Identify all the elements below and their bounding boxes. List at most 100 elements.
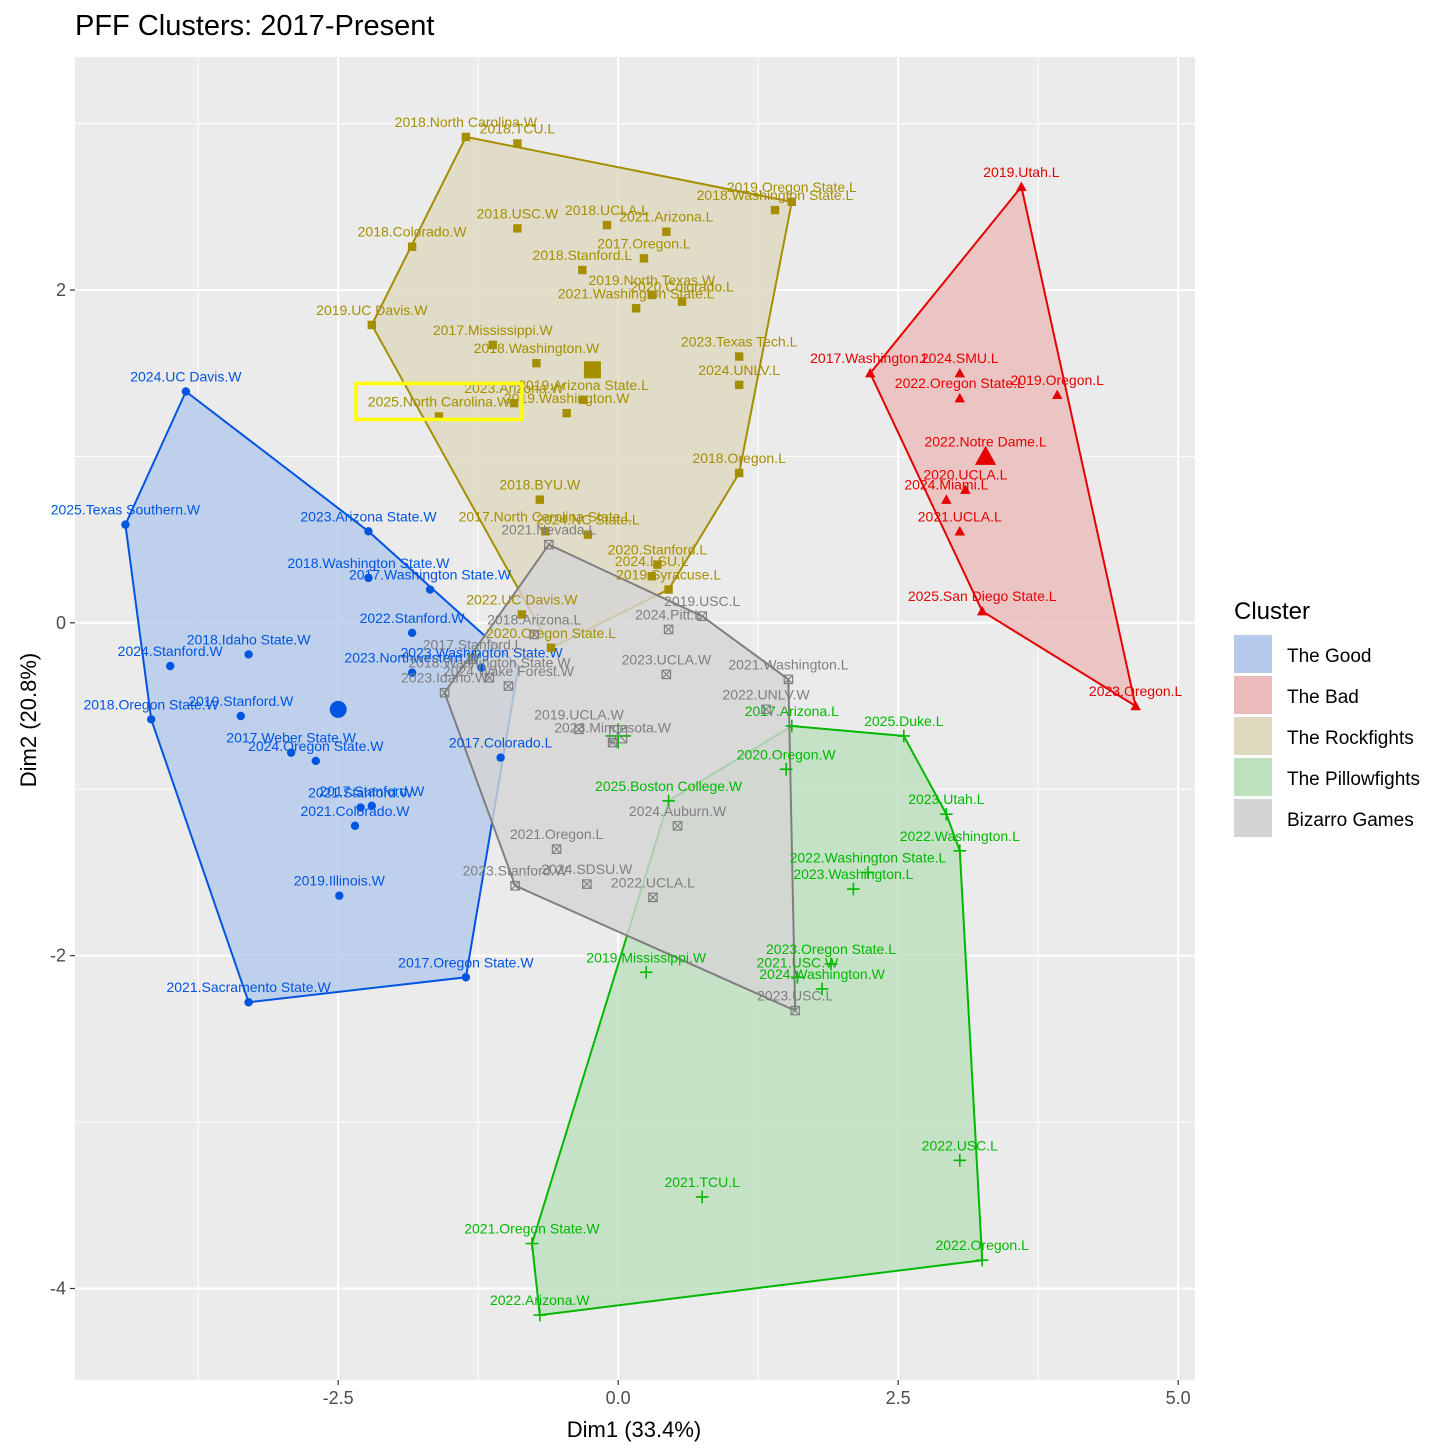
data-point — [509, 398, 519, 408]
point-label: 2024.Pitt.L — [635, 606, 702, 622]
marker-box — [529, 629, 539, 640]
data-point — [488, 340, 497, 350]
data-point — [954, 367, 966, 378]
data-point — [367, 320, 376, 330]
point-label: 2019.Syracuse.L — [616, 567, 721, 583]
marker-square — [631, 304, 641, 313]
marker-x2 — [484, 673, 494, 683]
marker-square — [509, 398, 519, 408]
point-label: 2019.USC.L — [664, 593, 740, 609]
point-label: 2021.Sacramento State.W — [166, 979, 331, 995]
marker-x2 — [574, 724, 584, 734]
marker-x2 — [552, 844, 562, 854]
marker-square — [546, 643, 556, 652]
data-point — [578, 265, 587, 275]
marker-circle — [329, 700, 347, 718]
marker-square — [583, 361, 601, 379]
point-label: 2019.Utah.L — [983, 164, 1059, 180]
point-label: 2018.Colorado.W — [358, 224, 468, 240]
data-point — [672, 821, 683, 831]
marker-x2 — [697, 611, 707, 621]
legend-key-the-rockfights — [1234, 717, 1272, 755]
data-point — [434, 412, 444, 421]
legend-key-the-pillowfights — [1234, 758, 1272, 796]
marker-box — [697, 611, 707, 621]
point-label: 2017.North Carolina State.L — [459, 508, 633, 524]
marker-triangle — [954, 526, 966, 536]
data-point — [954, 392, 966, 403]
data-point — [579, 395, 588, 405]
data-point — [783, 674, 794, 685]
point-label: 2024.Oregon State.W — [248, 738, 384, 754]
point-label: 2023.Washington.L — [793, 866, 913, 882]
data-point — [311, 756, 320, 766]
marker-square — [535, 495, 544, 504]
marker-x2 — [582, 879, 592, 889]
point-label: 2024.LSU.L — [615, 553, 689, 569]
point-label: 2024.Washington.W — [759, 966, 885, 982]
marker-x2 — [529, 629, 539, 640]
data-point — [513, 139, 522, 148]
marker-circle — [496, 753, 505, 762]
point-label: 2024.SMU.L — [921, 350, 999, 366]
marker-square — [583, 530, 593, 539]
marker-box — [661, 669, 672, 680]
data-point — [425, 585, 435, 594]
data-point — [166, 661, 175, 671]
marker-circle — [356, 803, 365, 812]
data-point — [1051, 389, 1063, 400]
data-point — [467, 654, 478, 665]
marker-square — [734, 352, 744, 361]
legend: Cluster The Good The Bad The Rockfights The… — [1234, 598, 1420, 837]
point-label: 2021.Washington.L — [728, 656, 848, 672]
marker-circle — [244, 998, 253, 1007]
point-label: 2020.Oregon State.L — [486, 625, 616, 641]
data-point — [407, 668, 417, 677]
marker-square — [461, 132, 471, 142]
data-point — [546, 643, 556, 652]
point-label: 2018.Washington.W — [474, 340, 600, 356]
data-point — [785, 719, 799, 733]
marker-x2 — [609, 725, 628, 744]
centroid-marker — [609, 725, 628, 744]
data-point — [975, 1253, 989, 1267]
x-tick-label: 0.0 — [606, 1388, 631, 1408]
legend-key-bizarro-games — [1234, 799, 1272, 837]
marker-x2 — [790, 1005, 800, 1016]
data-point — [286, 748, 296, 757]
legend-key-the-good — [1234, 635, 1272, 673]
point-label: 2020.Colorado.L — [630, 279, 734, 295]
point-label: 2020.Oregon.W — [737, 746, 837, 762]
marker-x2 — [648, 892, 658, 902]
data-point — [1016, 181, 1027, 192]
data-point — [121, 520, 130, 529]
data-point — [639, 254, 649, 263]
point-label: 2018.UCLA.L — [565, 202, 649, 218]
marker-box — [761, 704, 771, 715]
marker-triangle — [1016, 181, 1027, 192]
data-point — [236, 711, 245, 721]
marker-circle — [286, 748, 296, 757]
data-point — [639, 965, 653, 979]
data-point — [477, 663, 486, 672]
point-label: 2024.Auburn.W — [629, 803, 727, 819]
data-point — [532, 359, 541, 368]
marker-triangle — [960, 484, 971, 494]
data-point — [484, 672, 495, 683]
x-tick-label: 5.0 — [1166, 1388, 1191, 1408]
point-label: 2021.USC.W — [757, 954, 839, 970]
marker-box — [551, 844, 562, 854]
marker-square — [639, 254, 649, 263]
point-label: 2019.Illinois.W — [294, 873, 386, 889]
data-point — [535, 495, 544, 504]
point-label: 2022.UNLV.W — [722, 686, 810, 702]
plot-area: -2.5 0.0 2.5 5.0 -4 -2 0 2 2024.UC Davis.W 2025.T… — [50, 57, 1195, 1408]
point-label: 2021.Colorado.W — [301, 803, 411, 819]
data-point — [647, 290, 656, 300]
point-label: 2022.Oregon State.L — [895, 375, 1025, 391]
x-tick-label: 2.5 — [886, 1388, 911, 1408]
point-label: 2019.North Texas.W — [589, 272, 716, 288]
point-label: 2020.UCLA.L — [923, 467, 1007, 483]
point-label: 2022.Stanford.W — [360, 610, 466, 626]
point-label: 2019.UCLA.W — [534, 706, 624, 722]
